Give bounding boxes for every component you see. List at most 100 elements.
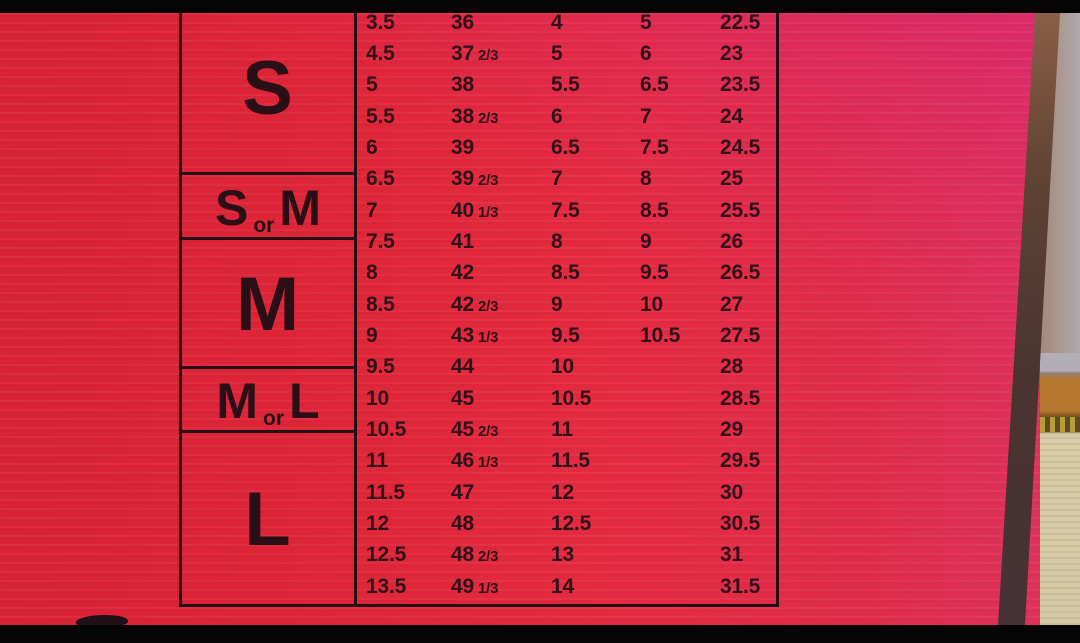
table-cell: 8.5 — [551, 261, 580, 285]
table-cell: 48 — [451, 512, 474, 536]
table-cell: 7 — [366, 198, 378, 222]
table-cell: 8 — [551, 229, 563, 253]
table-cell: 7.5 — [551, 198, 580, 222]
table-cell: 28.5 — [720, 386, 761, 410]
fraction-suffix: 2/3 — [477, 297, 499, 315]
fraction-suffix: 2/3 — [477, 548, 499, 566]
table-cell: 36 — [451, 10, 474, 34]
table-cell: 23 — [720, 41, 743, 65]
table-cell: 11.5 — [366, 480, 405, 504]
table-cell: 43 1/3 — [451, 324, 499, 347]
table-row: 5.5 38 2/3 6 7 24 — [357, 101, 776, 132]
table-cell: 31 — [720, 543, 743, 567]
table-cell: 9 — [640, 229, 652, 253]
table-cell: 27 — [720, 292, 743, 316]
table-row: 12.5 48 2/3 13 31 — [357, 539, 776, 570]
table-row: 6 39 6.5 7.5 24.5 — [357, 132, 776, 163]
table-cell: 47 — [451, 480, 474, 504]
table-cell: 11 — [551, 418, 573, 442]
table-cell: 45 2/3 — [451, 418, 499, 442]
or-text: or — [253, 214, 275, 237]
table-cell: 7 — [551, 167, 563, 191]
table-row: 7 40 1/3 7.5 8.5 25.5 — [357, 195, 776, 226]
fraction-suffix: 1/3 — [477, 329, 499, 346]
table-row: 4.5 37 2/3 5 6 23 — [357, 38, 776, 69]
table-cell: 14 — [551, 574, 574, 598]
fraction-suffix: 2/3 — [477, 109, 499, 127]
or-text: or — [263, 407, 285, 430]
table-cell: 6.5 — [551, 135, 580, 159]
table-cell: 5.5 — [366, 104, 395, 128]
table-cell: 3.5 — [366, 10, 395, 34]
table-cell: 10.5 — [551, 386, 592, 410]
table-cell: 24 — [720, 104, 743, 128]
table-cell: 4.5 — [366, 41, 395, 65]
table-cell: 9.5 — [640, 261, 669, 285]
table-cell: 39 — [451, 135, 474, 159]
table-cell: 10 — [366, 386, 389, 410]
fraction-suffix: 1/3 — [477, 579, 499, 597]
table-cell: 9 — [366, 324, 378, 347]
table-cell: 11.5 — [551, 449, 590, 473]
table-cell: 25 — [720, 167, 743, 191]
table-cell: 12 — [551, 480, 574, 504]
size-chart-rows: 3.5 36 4 5 22.5 4.5 37 2/3 5 6 23 5 38 5.5 6.5 23.5 5.5 3… — [357, 6, 776, 604]
table-cell: 7.5 — [366, 229, 395, 253]
trim-ornament-strip — [1040, 417, 1080, 432]
table-cell: 6 — [640, 41, 652, 65]
table-cell: 48 2/3 — [451, 543, 499, 567]
size-group-label: M — [182, 237, 354, 369]
table-row: 3.5 36 4 5 22.5 — [357, 7, 776, 38]
table-cell: 38 — [451, 73, 474, 97]
table-cell: 5 — [551, 41, 563, 65]
table-cell: 6.5 — [640, 73, 669, 97]
table-cell: 26.5 — [720, 261, 761, 285]
floor-texture — [1040, 434, 1080, 625]
table-cell: 7 — [640, 104, 652, 128]
table-cell: 4 — [551, 10, 563, 34]
fraction-suffix: 2/3 — [477, 172, 499, 190]
table-cell: 24.5 — [720, 135, 761, 159]
table-cell: 12 — [366, 512, 389, 536]
table-row: 9.5 44 10 28 — [357, 351, 776, 382]
table-cell: 8.5 — [640, 198, 669, 222]
letterbox-top-bar — [0, 0, 1080, 13]
table-cell: 10 — [551, 355, 574, 379]
table-row: 5 38 5.5 6.5 23.5 — [357, 69, 776, 100]
table-cell: 23.5 — [720, 73, 761, 97]
table-cell: 9.5 — [366, 355, 395, 379]
table-cell: 30 — [720, 480, 743, 504]
table-cell: 25.5 — [720, 198, 761, 222]
table-cell: 5 — [640, 10, 652, 34]
table-cell: 9.5 — [551, 324, 580, 347]
table-cell: 10.5 — [366, 418, 407, 442]
table-row: 9 43 1/3 9.5 10.5 27.5 — [357, 320, 776, 351]
table-cell: 5.5 — [551, 73, 580, 97]
size-group-label: L — [182, 430, 354, 607]
table-row: 10.5 45 2/3 11 29 — [357, 414, 776, 445]
letterbox-bottom-bar — [0, 625, 1080, 643]
table-cell: 39 2/3 — [451, 167, 499, 191]
fraction-suffix: 2/3 — [477, 46, 499, 64]
table-cell: 44 — [451, 355, 474, 379]
table-cell: 9 — [551, 292, 563, 316]
table-cell: 27.5 — [720, 324, 761, 347]
table-row: 7.5 41 8 9 26 — [357, 226, 776, 257]
table-row: 8.5 42 2/3 9 10 27 — [357, 289, 776, 320]
table-row: 11.5 47 12 30 — [357, 477, 776, 508]
table-cell: 10 — [640, 292, 663, 316]
table-row: 6.5 39 2/3 7 8 25 — [357, 163, 776, 194]
fraction-suffix: 1/3 — [477, 203, 499, 221]
table-cell: 38 2/3 — [451, 104, 499, 128]
table-cell: 46 1/3 — [451, 449, 499, 473]
table-cell: 42 2/3 — [451, 292, 499, 316]
table-cell: 12.5 — [366, 543, 407, 567]
table-cell: 42 — [451, 261, 474, 285]
table-cell: 49 1/3 — [451, 574, 499, 598]
table-cell: 8.5 — [366, 292, 395, 316]
